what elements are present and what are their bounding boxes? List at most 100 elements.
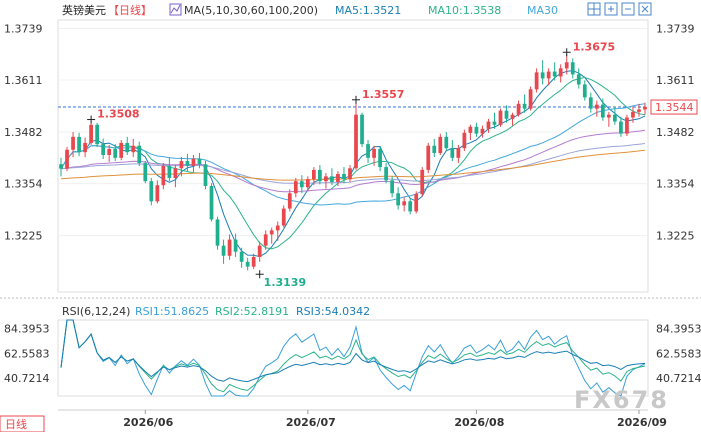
candle-body bbox=[312, 169, 316, 180]
candle-body bbox=[324, 176, 328, 182]
candle-body bbox=[281, 208, 286, 226]
ma30-value: MA30 bbox=[527, 4, 558, 17]
rsi-lines bbox=[60, 319, 646, 397]
candle-body bbox=[203, 164, 208, 187]
candle-body bbox=[354, 114, 358, 169]
ma10-value: MA10:1.3538 bbox=[428, 4, 501, 17]
candle-body bbox=[384, 167, 388, 181]
candle-body bbox=[71, 136, 75, 150]
price-annotations: 1.3508 1.3557 1.3675 1.3139 bbox=[87, 40, 615, 289]
candle-body bbox=[360, 114, 364, 145]
candle-body bbox=[59, 164, 63, 169]
annotation-low-label: 1.3139 bbox=[264, 276, 306, 289]
candle-body bbox=[414, 194, 419, 212]
candle-body bbox=[528, 89, 533, 109]
candle-body bbox=[155, 185, 160, 202]
candle-body bbox=[504, 110, 509, 119]
candle-body bbox=[631, 111, 635, 118]
candle-body bbox=[161, 165, 166, 186]
ma100-line bbox=[60, 143, 646, 184]
ma-icon[interactable] bbox=[169, 3, 182, 16]
candle-body bbox=[462, 132, 467, 149]
ma-params: MA(5,10,30,60,100,200) bbox=[184, 4, 318, 17]
candle-body bbox=[492, 121, 497, 125]
last-price-label: 1.3544 bbox=[655, 101, 694, 114]
rsi2-line bbox=[60, 319, 646, 393]
candle-body bbox=[390, 180, 394, 194]
grid bbox=[0, 19, 701, 411]
candle-body bbox=[251, 256, 256, 267]
annotation-high-label: 1.3557 bbox=[362, 88, 404, 101]
candle-body bbox=[269, 230, 274, 235]
rsi-tick-left: 62.5583 bbox=[4, 347, 50, 360]
rsi2-value: RSI2:52.8191 bbox=[215, 305, 289, 318]
candle-body bbox=[510, 114, 515, 119]
price-tick-left: 1.3739 bbox=[4, 22, 43, 35]
candle-body bbox=[522, 103, 527, 109]
x-tick-label: 2026/07 bbox=[286, 416, 336, 429]
watermark-text: FX678 bbox=[574, 386, 669, 414]
ma5-line bbox=[60, 70, 646, 258]
moving-average-lines bbox=[60, 70, 646, 258]
ma10-line bbox=[60, 76, 646, 250]
rsi-tick-right: 62.5583 bbox=[656, 347, 701, 360]
candle-body bbox=[113, 148, 118, 158]
candle-body bbox=[582, 84, 587, 98]
candle-body bbox=[558, 68, 563, 77]
candle-body bbox=[378, 148, 382, 168]
candle-body bbox=[438, 136, 443, 153]
settings-grid-icon[interactable] bbox=[587, 2, 601, 16]
candle-body bbox=[552, 71, 557, 77]
price-tick-right: 1.3482 bbox=[656, 126, 695, 139]
candle-body bbox=[233, 239, 238, 252]
price-tick-right: 1.3354 bbox=[656, 178, 695, 191]
candle-body bbox=[576, 74, 581, 85]
zoom-out-icon[interactable] bbox=[621, 2, 635, 16]
candle-body bbox=[348, 168, 352, 180]
candle-body bbox=[570, 62, 575, 75]
candle-body bbox=[101, 144, 106, 155]
candle-body bbox=[468, 126, 473, 133]
ma30-line bbox=[60, 103, 646, 206]
rsi-tick-right: 84.3953 bbox=[656, 323, 701, 336]
rsi-tick-left: 84.3953 bbox=[4, 323, 50, 336]
candle-body bbox=[474, 126, 479, 134]
candle-body bbox=[420, 169, 425, 195]
ma60-line bbox=[60, 129, 646, 193]
candle-body bbox=[342, 173, 346, 180]
period-tab[interactable] bbox=[0, 415, 45, 432]
candle-body bbox=[613, 114, 617, 122]
candle-body bbox=[119, 142, 124, 158]
price-tick-left: 1.3225 bbox=[4, 230, 43, 243]
x-tick-label: 2026/06 bbox=[123, 416, 173, 429]
candle-body bbox=[215, 219, 220, 246]
candle-body bbox=[637, 109, 641, 112]
ma5-value: MA5:1.3521 bbox=[335, 4, 401, 17]
candle-body bbox=[486, 121, 491, 129]
candle-body bbox=[221, 245, 226, 256]
x-tick-labels: 2026/06 2026/07 2026/08 2026/09 bbox=[123, 410, 667, 429]
candle-body bbox=[480, 128, 485, 134]
rsi3-value: RSI3:54.0342 bbox=[296, 305, 370, 318]
candle-body bbox=[107, 148, 112, 155]
candle-body bbox=[245, 261, 250, 267]
candle-body bbox=[125, 142, 130, 153]
candle-body bbox=[149, 181, 154, 202]
candle-body bbox=[185, 161, 190, 166]
price-tick-right: 1.3225 bbox=[656, 230, 695, 243]
reset-icon[interactable] bbox=[638, 2, 652, 16]
zoom-in-icon[interactable] bbox=[604, 2, 618, 16]
price-tick-right: 1.3611 bbox=[656, 74, 695, 87]
period-label[interactable]: 【日线】 bbox=[108, 3, 152, 17]
candle-body bbox=[318, 169, 322, 182]
candle-body bbox=[275, 225, 280, 231]
candle-body bbox=[89, 124, 93, 143]
candle-body bbox=[336, 173, 340, 182]
candle-body bbox=[299, 181, 304, 188]
candle-body bbox=[540, 72, 545, 79]
candle-body bbox=[263, 234, 268, 246]
candle-body bbox=[444, 136, 449, 149]
candle-body bbox=[167, 165, 172, 178]
price-plot-frame bbox=[57, 19, 649, 293]
